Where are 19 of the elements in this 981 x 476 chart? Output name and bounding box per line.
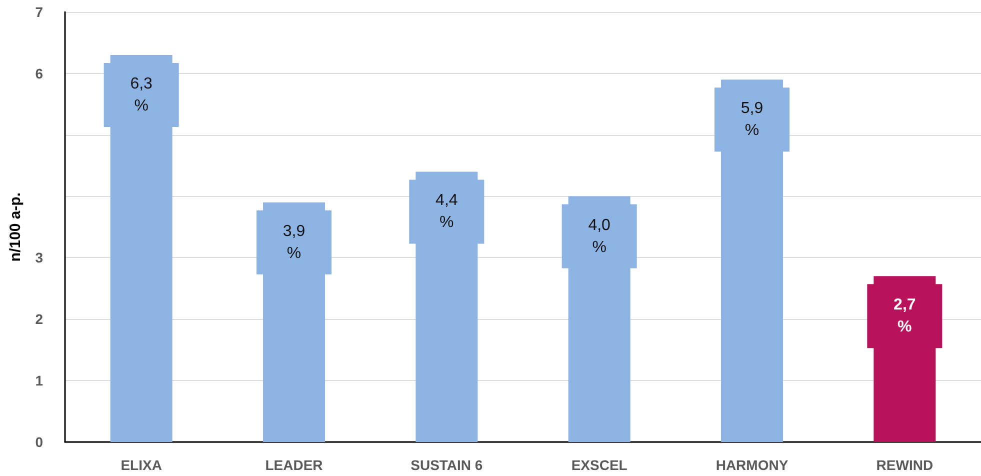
x-tick-label: SUSTAIN 6 [410, 457, 483, 473]
data-label: 2,7 % [894, 296, 916, 336]
data-label: 5,9 % [740, 100, 764, 140]
data-label: 6,3 % [130, 76, 153, 114]
y-tick-label: 7 [35, 4, 44, 20]
data-label: 4,0 % [588, 216, 611, 256]
y-tick-label: 3 [35, 250, 44, 266]
data-label: 3,9 % [282, 222, 306, 262]
data-label: 4,4 % [436, 192, 458, 232]
y-axis-title: n/100 a-p. [7, 192, 24, 262]
y-tick-label: 2 [35, 311, 44, 328]
x-tick-label: EXSCEL [571, 457, 628, 473]
x-tick-label: LEADER [265, 457, 323, 473]
y-tick-label: 1 [35, 372, 44, 389]
x-tick-label: REWIND [876, 457, 934, 473]
y-tick-label: 6 [35, 65, 44, 82]
x-tick-label: ELIXA [120, 457, 162, 473]
x-tick-label: HARMONY [716, 457, 789, 473]
y-tick-label: 0 [35, 434, 44, 450]
